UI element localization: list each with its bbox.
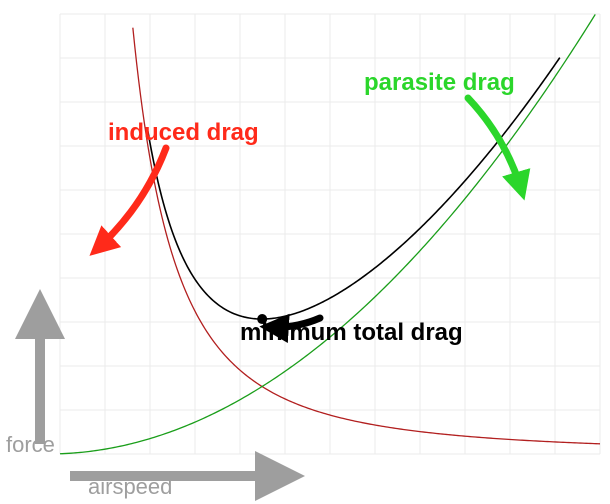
axis-labels: force airspeed <box>6 432 172 499</box>
chart-svg: induced drag parasite drag minimum total d… <box>0 0 610 504</box>
parasite-label: parasite drag <box>364 69 515 96</box>
drag-chart: induced drag parasite drag minimum total d… <box>0 0 610 504</box>
min-label: minimum total drag <box>240 319 463 346</box>
y-axis-label: force <box>6 432 55 457</box>
induced-label: induced drag <box>108 119 259 146</box>
total-drag-curve <box>148 58 560 319</box>
induced-arrow <box>96 148 166 250</box>
x-axis-label: airspeed <box>88 474 172 499</box>
grid <box>60 14 600 454</box>
